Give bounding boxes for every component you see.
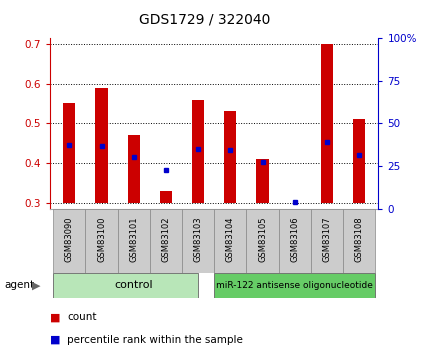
Text: GSM83105: GSM83105: [257, 217, 266, 262]
Text: count: count: [67, 313, 97, 322]
Bar: [224, 111, 236, 203]
Bar: [352, 119, 365, 203]
Bar: [159, 191, 172, 203]
Bar: [320, 44, 332, 203]
Bar: [181, 209, 214, 273]
Text: GSM83090: GSM83090: [65, 217, 74, 262]
Text: GSM83102: GSM83102: [161, 217, 170, 262]
Text: GSM83106: GSM83106: [289, 217, 299, 262]
Text: ▶: ▶: [32, 280, 40, 290]
Bar: [53, 209, 85, 273]
Text: GSM83101: GSM83101: [129, 217, 138, 262]
Bar: [117, 209, 149, 273]
Bar: [214, 273, 375, 298]
Text: agent: agent: [4, 280, 34, 290]
Bar: [278, 209, 310, 273]
Text: GDS1729 / 322040: GDS1729 / 322040: [138, 12, 270, 26]
Text: ■: ■: [50, 335, 60, 345]
Text: GSM83108: GSM83108: [354, 217, 363, 262]
Bar: [127, 135, 140, 203]
Bar: [53, 273, 197, 298]
Text: ■: ■: [50, 313, 60, 322]
Bar: [191, 99, 204, 203]
Text: GSM83103: GSM83103: [193, 217, 202, 262]
Text: control: control: [114, 280, 153, 290]
Bar: [256, 159, 268, 203]
Bar: [214, 209, 246, 273]
Text: GSM83104: GSM83104: [225, 217, 234, 262]
Text: GSM83100: GSM83100: [97, 217, 106, 262]
Bar: [85, 209, 117, 273]
Text: miR-122 antisense oligonucleotide: miR-122 antisense oligonucleotide: [216, 281, 372, 290]
Text: GSM83107: GSM83107: [322, 217, 331, 262]
Bar: [342, 209, 375, 273]
Bar: [95, 88, 107, 203]
Bar: [310, 209, 342, 273]
Bar: [246, 209, 278, 273]
Bar: [63, 104, 75, 203]
Bar: [149, 209, 181, 273]
Text: percentile rank within the sample: percentile rank within the sample: [67, 335, 243, 345]
